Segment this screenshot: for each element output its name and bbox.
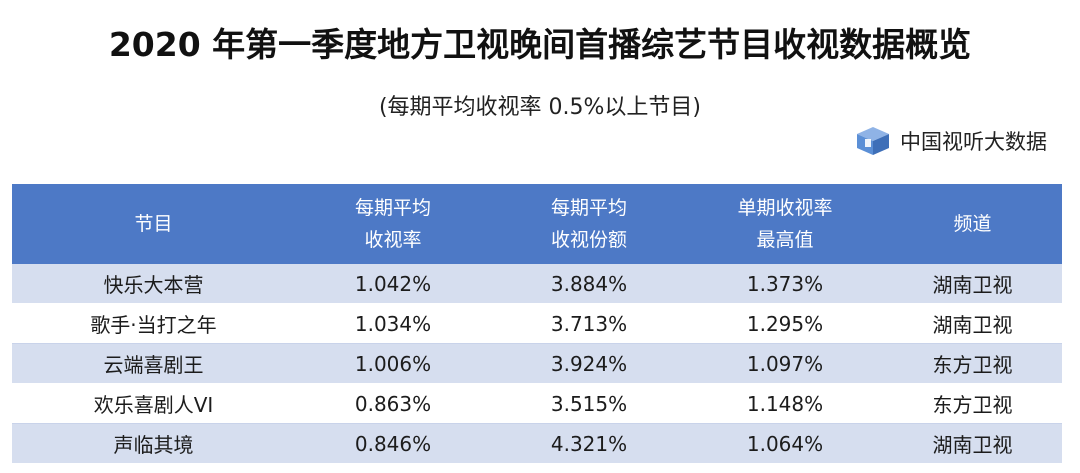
table-row: 欢乐喜剧人VI 0.863% 3.515% 1.148% 东方卫视 xyxy=(12,383,1062,424)
col-header-avg-rating-line1: 每期平均 xyxy=(354,197,431,219)
cell-program: 云端喜剧王 xyxy=(12,343,295,384)
page-title: 2020 年第一季度地方卫视晚间首播综艺节目收视数据概览 xyxy=(108,25,972,64)
table-body: 快乐大本营 1.042% 3.884% 1.373% 湖南卫视 歌手·当打之年 … xyxy=(12,264,1062,464)
cell-avg-share: 3.713% xyxy=(491,303,687,344)
cell-peak-rating: 1.097% xyxy=(687,343,883,384)
cell-peak-rating: 1.064% xyxy=(687,423,883,464)
table-row: 歌手·当打之年 1.034% 3.713% 1.295% 湖南卫视 xyxy=(12,303,1062,344)
page-subtitle: (每期平均收视率 0.5%以上节目) xyxy=(378,95,702,120)
col-header-peak-rating-line1: 单期收视率 xyxy=(737,197,833,219)
header-row: 节目 每期平均 收视率 每期平均 收视份额 单期收视率 最高值 频道 xyxy=(12,184,1062,264)
col-header-program: 节目 xyxy=(12,184,295,264)
ratings-table: 节目 每期平均 收视率 每期平均 收视份额 单期收视率 最高值 频道 xyxy=(12,184,1062,464)
cell-avg-share: 4.321% xyxy=(491,423,687,464)
cell-peak-rating: 1.295% xyxy=(687,303,883,344)
col-header-avg-share-line1: 每期平均 xyxy=(550,197,627,219)
cell-avg-rating: 1.006% xyxy=(295,343,491,384)
cell-avg-rating: 0.863% xyxy=(295,383,491,424)
col-header-avg-rating-line2: 收视率 xyxy=(364,229,422,251)
cell-avg-share: 3.884% xyxy=(491,264,687,304)
ratings-table-container: 节目 每期平均 收视率 每期平均 收视份额 单期收视率 最高值 频道 xyxy=(12,184,1062,464)
table-row: 云端喜剧王 1.006% 3.924% 1.097% 东方卫视 xyxy=(12,343,1062,384)
cell-avg-share: 3.515% xyxy=(491,383,687,424)
col-header-peak-rating-line2: 最高值 xyxy=(756,229,814,251)
cell-channel: 湖南卫视 xyxy=(883,423,1062,464)
col-header-channel: 频道 xyxy=(883,184,1062,264)
cube-logo-icon xyxy=(857,127,889,155)
cell-channel: 东方卫视 xyxy=(883,343,1062,384)
cell-program: 欢乐喜剧人VI xyxy=(12,383,295,424)
cell-peak-rating: 1.148% xyxy=(687,383,883,424)
cell-program: 声临其境 xyxy=(12,423,295,464)
col-header-channel-label: 频道 xyxy=(953,213,992,235)
cell-avg-share: 3.924% xyxy=(491,343,687,384)
brand-mark: 中国视听大数据 xyxy=(856,126,1047,156)
cell-program: 快乐大本营 xyxy=(12,264,295,304)
cell-peak-rating: 1.373% xyxy=(687,264,883,304)
col-header-avg-rating: 每期平均 收视率 xyxy=(295,184,491,264)
cell-avg-rating: 1.042% xyxy=(295,264,491,304)
table-header: 节目 每期平均 收视率 每期平均 收视份额 单期收视率 最高值 频道 xyxy=(12,184,1062,264)
col-header-avg-share-line2: 收视份额 xyxy=(550,229,627,251)
cell-channel: 东方卫视 xyxy=(883,383,1062,424)
cell-program: 歌手·当打之年 xyxy=(12,303,295,344)
brand-name: 中国视听大数据 xyxy=(900,130,1047,154)
col-header-program-label: 节目 xyxy=(134,213,173,235)
table-row: 声临其境 0.846% 4.321% 1.064% 湖南卫视 xyxy=(12,423,1062,464)
cell-channel: 湖南卫视 xyxy=(883,264,1062,304)
cell-avg-rating: 1.034% xyxy=(295,303,491,344)
cell-avg-rating: 0.846% xyxy=(295,423,491,464)
col-header-peak-rating: 单期收视率 最高值 xyxy=(687,184,883,264)
table-row: 快乐大本营 1.042% 3.884% 1.373% 湖南卫视 xyxy=(12,264,1062,304)
cell-channel: 湖南卫视 xyxy=(883,303,1062,344)
col-header-avg-share: 每期平均 收视份额 xyxy=(491,184,687,264)
